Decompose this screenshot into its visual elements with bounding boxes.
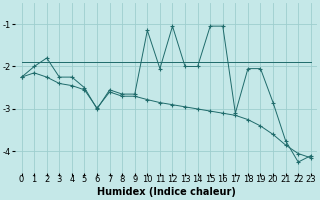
- X-axis label: Humidex (Indice chaleur): Humidex (Indice chaleur): [97, 187, 236, 197]
